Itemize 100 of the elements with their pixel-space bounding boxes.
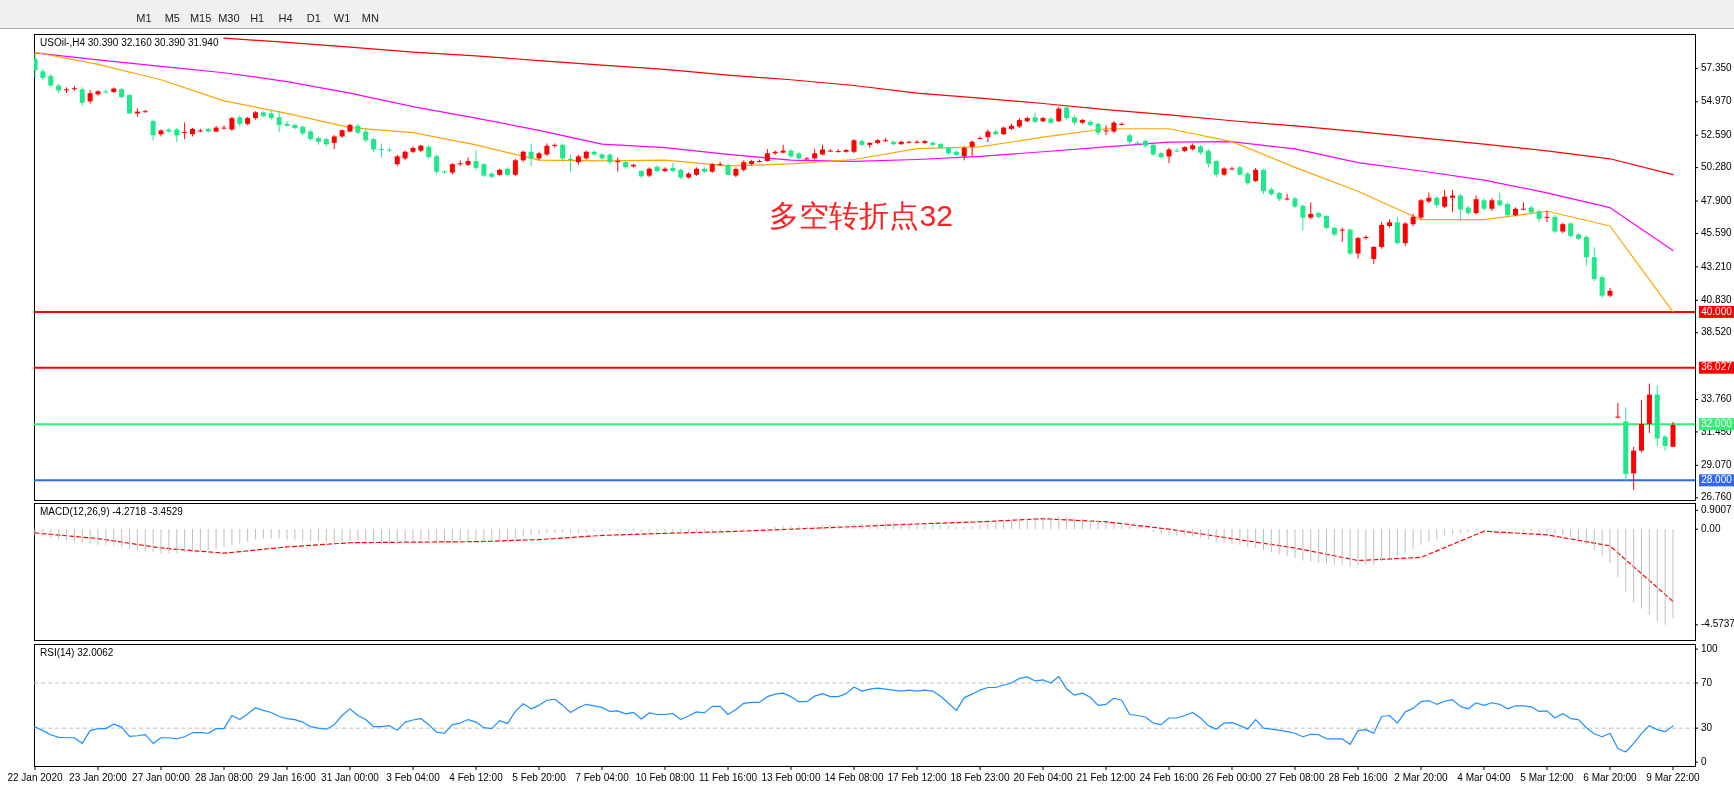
x-tick-label: 22 Jan 2020 (7, 772, 63, 783)
candlestick (166, 127, 172, 133)
x-tick-label: 20 Feb 04:00 (1013, 772, 1073, 783)
x-tick-label: 26 Feb 00:00 (1202, 772, 1262, 783)
y-tick-label: 45.590 (1701, 227, 1733, 239)
candlestick (607, 152, 613, 166)
candlestick (284, 120, 290, 128)
y-tick-label: 33.760 (1701, 393, 1733, 405)
candlestick (1371, 245, 1377, 265)
candlestick (1205, 148, 1211, 168)
text: H4 (278, 12, 293, 24)
y-tick-label: 57.350 (1701, 62, 1733, 74)
candlestick (977, 135, 983, 140)
candlestick (79, 86, 85, 107)
line-series (34, 518, 1674, 602)
candlestick (1552, 214, 1558, 234)
candlestick (276, 110, 282, 133)
x-tick-label: 5 Feb 20:00 (512, 772, 567, 783)
candlestick (1473, 194, 1479, 215)
candlestick (922, 139, 928, 145)
x-tick-label: 13 Feb 00:00 (761, 772, 821, 783)
candlestick (1402, 221, 1408, 247)
candlestick (843, 148, 849, 154)
candlestick (150, 119, 156, 142)
candlestick (221, 124, 227, 130)
x-tick-label: 21 Feb 12:00 (1076, 772, 1136, 783)
line-series (34, 52, 1674, 252)
x-tick-label: 2 Mar 20:00 (1394, 772, 1449, 783)
text: M30 (218, 12, 240, 24)
candlestick (1284, 193, 1290, 201)
x-tick-label: 6 Mar 20:00 (1583, 772, 1638, 783)
y-tick-label: 0 (1701, 755, 1707, 767)
candlestick (95, 89, 101, 97)
x-tick-label: 14 Feb 08:00 (824, 772, 884, 783)
y-tick-label: 0.00 (1701, 522, 1721, 534)
candlestick (717, 161, 723, 167)
x-tick-label: 11 Feb 16:00 (698, 772, 758, 783)
x-tick-label: 10 Feb 08:00 (635, 772, 695, 783)
x-tick-label: 27 Jan 00:00 (132, 772, 191, 783)
candlestick (1379, 221, 1385, 250)
candlestick (1229, 166, 1235, 171)
candlestick (1599, 274, 1605, 299)
x-tick-label: 7 Feb 04:00 (575, 772, 630, 783)
x-tick-label: 18 Feb 23:00 (950, 772, 1010, 783)
x-tick-label: 9 Mar 22:00 (1646, 772, 1701, 783)
candlestick (1457, 193, 1463, 222)
chart-title: RSI(14) 32.0062 (40, 647, 114, 658)
candlestick (1418, 198, 1424, 220)
line-series (34, 51, 1674, 313)
line-series (34, 675, 1674, 753)
candlestick (1174, 147, 1180, 153)
candlestick (182, 121, 188, 140)
candlestick (1103, 124, 1109, 136)
candlestick (552, 142, 558, 149)
ref-line-label: 36.027 (1701, 361, 1733, 373)
candlestick (1591, 246, 1597, 282)
x-tick-label: 31 Jan 00:00 (321, 772, 380, 783)
y-tick-label: 40.830 (1701, 293, 1733, 305)
ref-line-label: 40.000 (1701, 305, 1733, 317)
x-tick-label: 4 Feb 12:00 (449, 772, 504, 783)
candlestick (1450, 189, 1455, 213)
candlestick (1032, 112, 1038, 124)
candlestick (1355, 236, 1361, 260)
chart-title: MACD(12,26,9) -4.2718 -3.4529 (40, 506, 184, 517)
candlestick (1631, 446, 1637, 491)
x-tick-label: 5 Mar 12:00 (1520, 772, 1575, 783)
candlestick (528, 142, 534, 167)
y-tick-label: 50.280 (1701, 161, 1733, 173)
y-tick-label: 38.520 (1701, 326, 1733, 338)
y-tick-label: 29.070 (1701, 458, 1733, 470)
y-tick-label: 52.590 (1701, 128, 1733, 140)
y-tick-label: 100 (1701, 642, 1719, 654)
x-tick-label: 23 Jan 20:00 (69, 772, 128, 783)
candlestick (434, 154, 440, 175)
chart-title: USOil-,H4 30.390 32.160 30.390 31.940 (40, 37, 219, 48)
candlestick (1339, 227, 1345, 243)
candlestick (34, 52, 38, 79)
candlestick (1300, 204, 1306, 232)
candlestick (662, 166, 668, 173)
x-tick-label: 27 Feb 08:00 (1265, 772, 1325, 783)
y-tick-label: 47.900 (1701, 194, 1733, 206)
text: H1 (250, 12, 265, 24)
candlestick (1261, 168, 1266, 195)
x-tick-label: 17 Feb 12:00 (887, 772, 947, 783)
y-tick-label: 30 (1701, 721, 1713, 733)
y-tick-label: 43.210 (1701, 260, 1733, 272)
candlestick (465, 157, 471, 167)
candlestick (1583, 234, 1589, 267)
candlestick (670, 162, 676, 173)
y-tick-label: 0.9007 (1701, 503, 1733, 515)
y-tick-label: 54.970 (1701, 95, 1733, 107)
text: M15 (189, 12, 212, 24)
text: MN (361, 12, 380, 24)
x-tick-label: 4 Mar 04:00 (1457, 772, 1512, 783)
annotation: 多空转折点32 (769, 198, 953, 232)
text: M5 (164, 12, 180, 24)
y-tick-label: 70 (1701, 676, 1713, 688)
candlestick (1544, 210, 1550, 223)
text: W1 (333, 12, 351, 24)
candlestick (1615, 402, 1621, 419)
